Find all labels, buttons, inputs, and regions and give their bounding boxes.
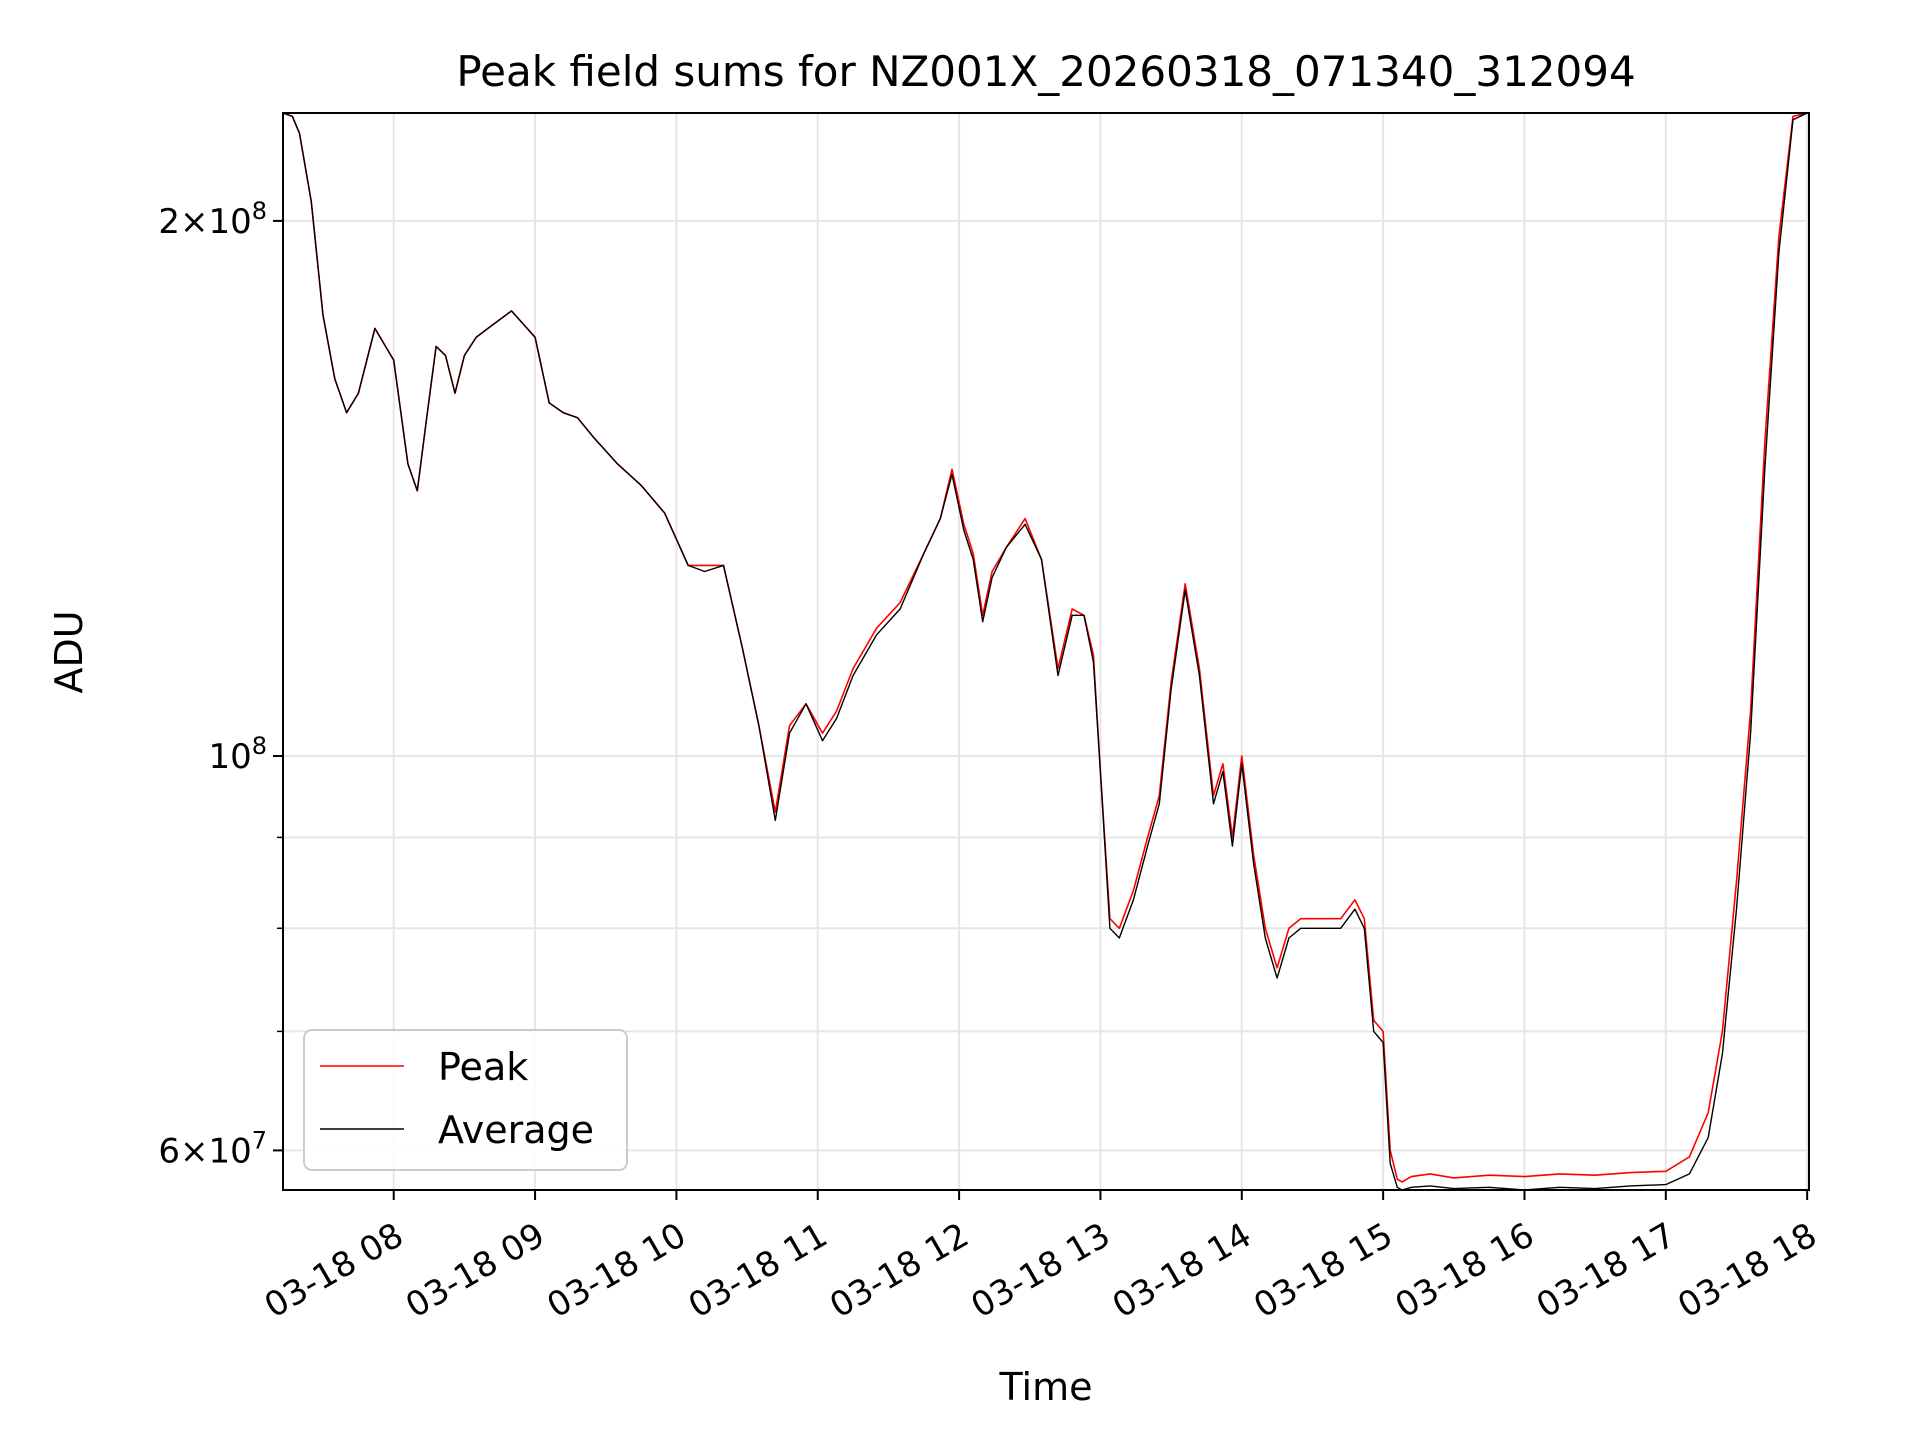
series-line-average: [282, 112, 1808, 1191]
grid: [283, 113, 1809, 1190]
y-tick-label: 2×108: [158, 197, 267, 242]
y-axis-label: ADU: [47, 610, 91, 693]
legend: Peak Average: [303, 1029, 628, 1171]
y-tick-label: 6×107: [158, 1126, 267, 1171]
chart-title: Peak field sums for NZ001X_20260318_0713…: [456, 47, 1635, 96]
legend-label-peak: Peak: [438, 1045, 528, 1089]
legend-label-average: Average: [438, 1108, 594, 1152]
plot-area-frame: [282, 112, 1810, 1191]
legend-box: [303, 1029, 628, 1171]
x-axis-label: Time: [999, 1365, 1093, 1409]
series-layer: [282, 112, 1808, 1191]
y-tick-label: 108: [208, 732, 267, 777]
y-axis-ticks: 2×108 108 6×107: [158, 197, 283, 1171]
